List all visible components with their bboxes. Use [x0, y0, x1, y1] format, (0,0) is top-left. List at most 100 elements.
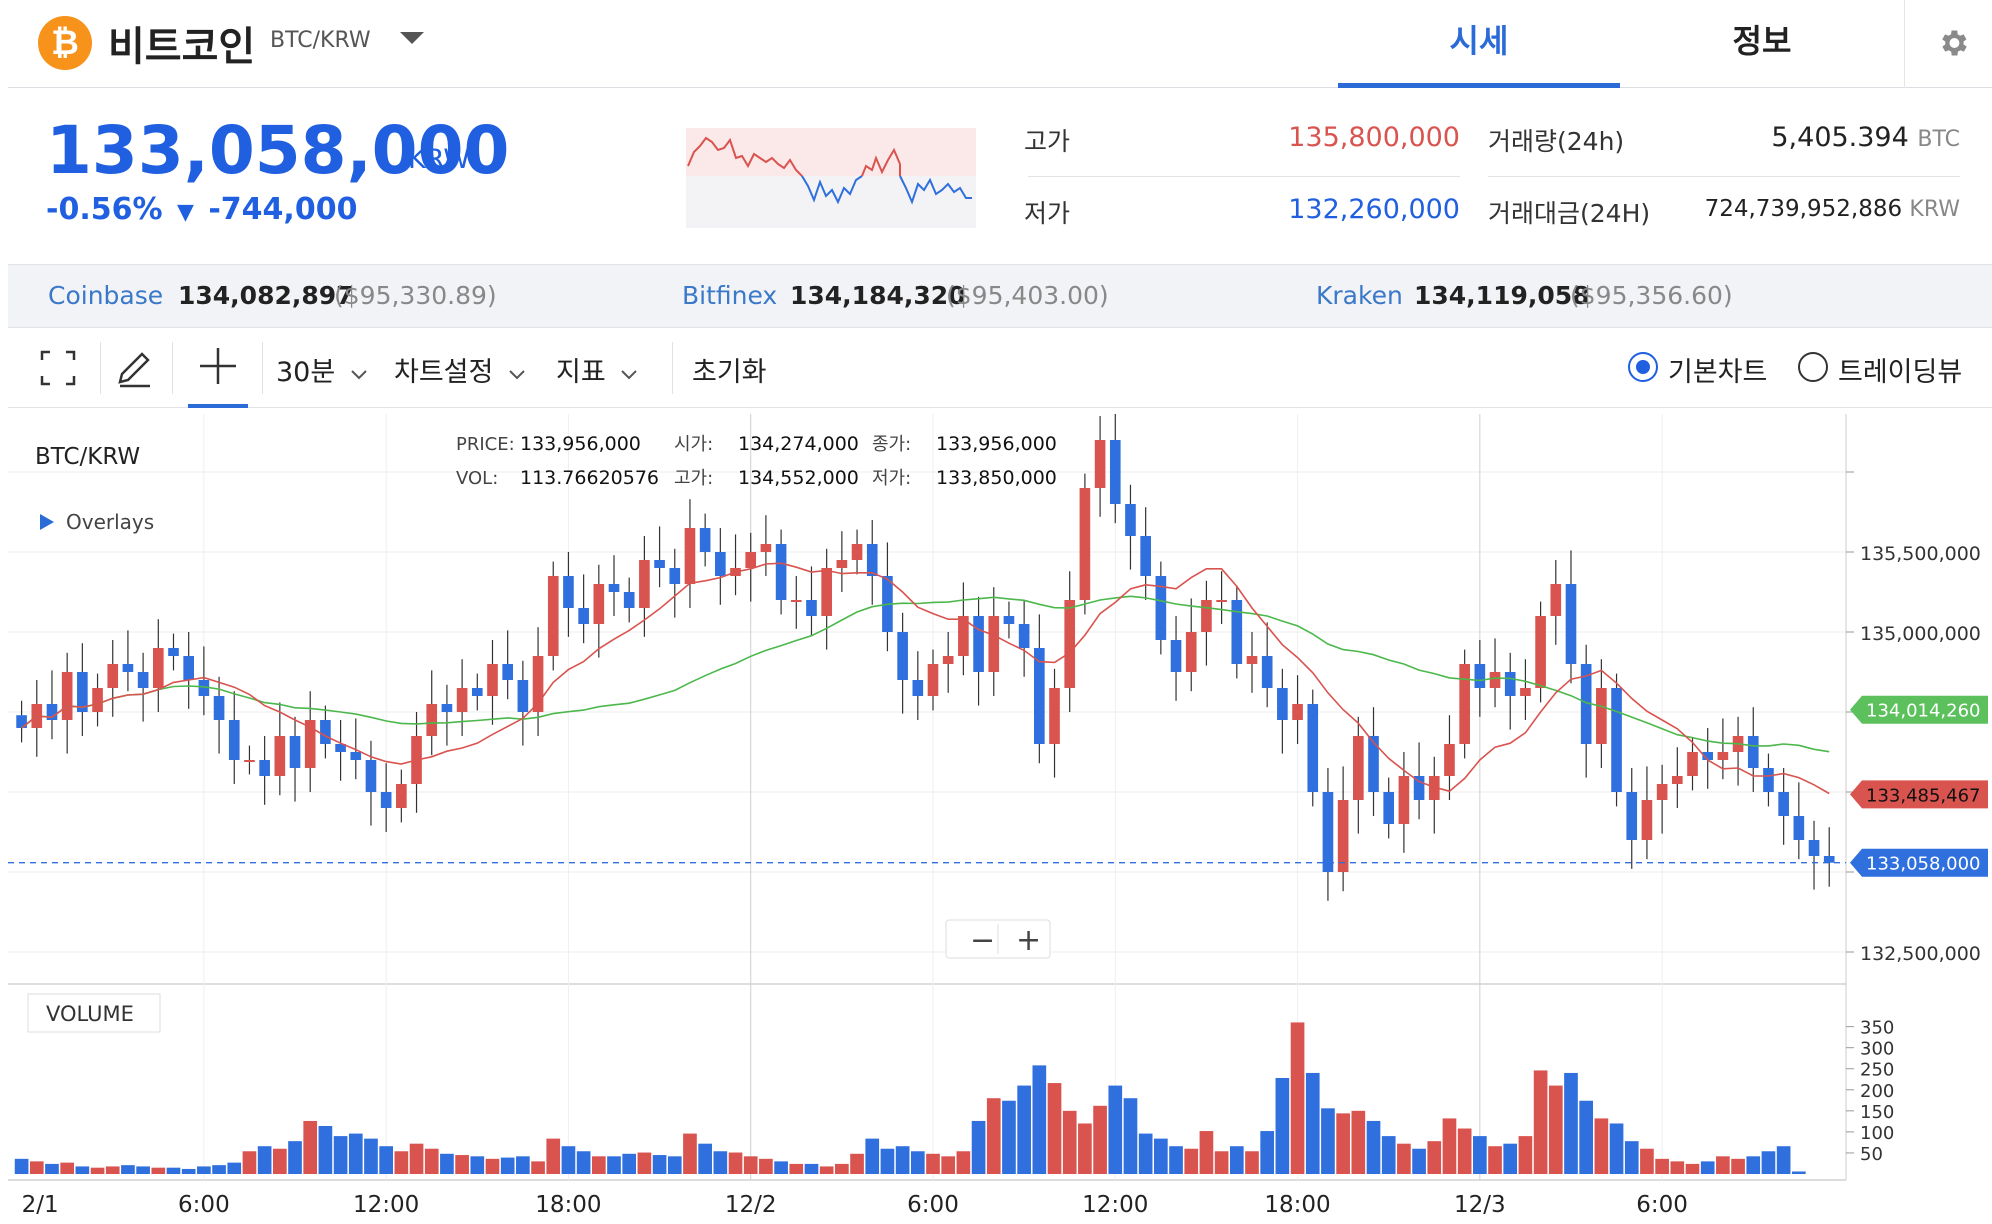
exchange-name-kraken[interactable]: Kraken: [1316, 281, 1403, 310]
toolbar-divider: [672, 342, 673, 394]
candle-body: [152, 648, 164, 688]
candle-body: [1079, 488, 1091, 600]
candle-body: [1018, 624, 1030, 648]
volume-bar: [1746, 1156, 1761, 1174]
interval-dropdown[interactable]: 30분: [276, 350, 368, 389]
price-badge-label: 133,485,467: [1866, 785, 1981, 806]
volume-bar: [212, 1165, 226, 1174]
volume-bar: [1108, 1085, 1123, 1174]
fullscreen-icon[interactable]: [40, 350, 76, 394]
interval-label: 30분: [276, 357, 336, 388]
reset-button[interactable]: 초기화: [692, 357, 767, 388]
volume-bar: [1154, 1138, 1168, 1174]
volume-bar: [29, 1161, 44, 1174]
volume-bar: [379, 1146, 393, 1174]
candle-body: [639, 560, 650, 608]
tab-market-price[interactable]: 시세: [1338, 0, 1620, 88]
coin-pair[interactable]: BTC/KRW: [270, 28, 371, 53]
candle-body: [821, 568, 832, 616]
amount-24h-unit: KRW: [1909, 197, 1960, 222]
volume-bar: [424, 1148, 439, 1174]
candle-body: [502, 664, 513, 680]
time-tick-label: 6:00: [178, 1192, 230, 1218]
candle-body: [1383, 792, 1395, 824]
chevron-down-icon: [620, 357, 638, 388]
candle-body: [320, 720, 331, 744]
volume-bar: [1214, 1151, 1229, 1174]
candle-body: [335, 744, 346, 752]
candle-body: [1034, 648, 1045, 744]
tradingview-radio[interactable]: [1798, 352, 1828, 382]
stat-divider: [1028, 176, 1460, 177]
current-price: 133,058,000: [46, 112, 510, 189]
candle-body: [1216, 600, 1227, 602]
indicators-label: 지표: [556, 357, 606, 388]
candle-body: [1353, 736, 1364, 800]
pencil-icon[interactable]: [114, 348, 154, 396]
overlays-toggle-icon[interactable]: [40, 514, 54, 530]
zoom-in-button[interactable]: +: [1016, 923, 1041, 958]
exchange-name-bitfinex[interactable]: Bitfinex: [682, 281, 778, 310]
price-chart-svg[interactable]: 132,500,000134,500,000135,000,000135,500…: [8, 406, 1992, 1220]
coin-selector-chevron-down-icon[interactable]: [398, 28, 426, 54]
candle-body: [1261, 656, 1273, 688]
candle-body: [1140, 536, 1151, 576]
gear-icon[interactable]: [1904, 0, 1992, 88]
basic-chart-radio[interactable]: [1628, 352, 1658, 382]
volume-bar: [652, 1155, 667, 1174]
volume-bar: [1305, 1072, 1320, 1174]
overlays-toggle[interactable]: Overlays: [66, 510, 154, 534]
volume-bar: [1138, 1133, 1153, 1174]
volume-panel-label-box: [27, 993, 161, 1033]
volume-bar: [394, 1151, 409, 1174]
candle-body: [471, 688, 483, 696]
price-badges: 134,014,260 133,485,467 133,058,000: [1850, 695, 1988, 877]
volume-bar: [1123, 1098, 1138, 1174]
chart-settings-label: 차트설정: [394, 357, 494, 388]
indicators-dropdown[interactable]: 지표: [556, 350, 638, 389]
candle-body: [1641, 800, 1653, 840]
candle-body: [806, 600, 817, 616]
volume-bar: [1791, 1171, 1806, 1174]
volume-bar: [956, 1151, 971, 1174]
price-badge-label: 134,014,260: [1866, 701, 1981, 722]
volume-bar: [759, 1158, 773, 1174]
candle-body: [1398, 776, 1410, 824]
time-tick-label: 18:00: [535, 1192, 601, 1218]
candle-body: [1793, 816, 1805, 840]
volume-bar: [1670, 1161, 1685, 1174]
volume-bar: [1078, 1123, 1092, 1174]
crosshair-icon[interactable]: [188, 346, 248, 408]
candle-body: [836, 560, 848, 568]
candle-body: [46, 704, 58, 720]
candle-body: [1550, 584, 1562, 616]
tradingview-label[interactable]: 트레이딩뷰: [1838, 357, 1963, 388]
low-label: 저가: [1024, 199, 1071, 228]
volume-bar: [728, 1152, 743, 1174]
basic-chart-label[interactable]: 기본차트: [1668, 357, 1768, 388]
volume-bar: [1427, 1141, 1442, 1174]
tab-info[interactable]: 정보: [1732, 22, 1792, 60]
price-tick-label: 132,500,000: [1860, 943, 1981, 965]
volume-bar: [166, 1167, 181, 1174]
price-badge: [1850, 848, 1988, 877]
volume-bar: [1169, 1146, 1183, 1174]
candle-body: [1459, 664, 1470, 744]
bitcoin-logo-icon: ₿: [38, 16, 92, 70]
volume-bar: [14, 1158, 29, 1174]
coin-name[interactable]: 비트코인: [108, 24, 256, 70]
volume-tick-label: 250: [1860, 1060, 1894, 1081]
candle-body: [198, 680, 210, 696]
zoom-out-button[interactable]: −: [970, 923, 995, 958]
chart-grid: [8, 414, 1854, 1181]
plot-background: [8, 414, 1846, 1180]
exchange-name-coinbase[interactable]: Coinbase: [48, 281, 164, 310]
volume-bar: [1381, 1136, 1396, 1174]
legend-open-value: 134,274,000: [738, 433, 859, 455]
price-chart[interactable]: 132,500,000134,500,000135,000,000135,500…: [8, 406, 1992, 1220]
candle-body: [654, 560, 665, 568]
volume-bar: [485, 1158, 500, 1174]
candle-body: [16, 715, 27, 728]
candle-body: [1109, 440, 1121, 504]
chart-settings-dropdown[interactable]: 차트설정: [394, 350, 526, 389]
